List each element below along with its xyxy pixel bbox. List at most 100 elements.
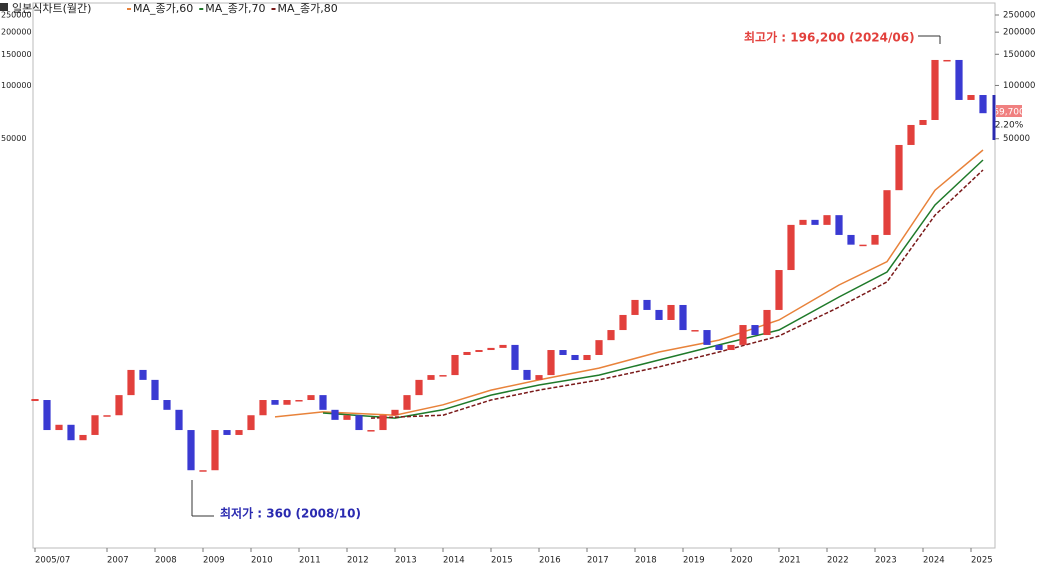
candle <box>379 415 387 431</box>
x-tick-label: 2005/07 <box>35 556 70 566</box>
y-tick-label: 200000 <box>1003 28 1035 38</box>
candle <box>691 330 699 332</box>
candle <box>259 400 267 416</box>
x-tick-label: 2008 <box>155 556 177 566</box>
candle <box>715 344 723 351</box>
y-tick-label-left: 250000 <box>1 11 32 20</box>
x-tick-label: 2010 <box>251 556 273 566</box>
candle <box>355 415 363 431</box>
candle <box>787 224 795 271</box>
y-tick-label-left: 100000 <box>1 81 32 90</box>
candle <box>979 95 987 114</box>
last-price-box <box>996 105 1022 117</box>
candle <box>247 415 255 431</box>
candle <box>907 124 915 145</box>
candle <box>451 354 459 376</box>
candle <box>703 330 711 345</box>
x-tick-label: 2015 <box>491 556 513 566</box>
y-tick-label-left: 50000 <box>1 134 26 143</box>
x-tick-label: 2018 <box>635 556 657 566</box>
candle <box>943 59 951 62</box>
candle <box>235 430 243 435</box>
candle <box>955 59 963 100</box>
candle <box>775 270 783 310</box>
candle <box>343 415 351 420</box>
candle <box>859 244 867 247</box>
y-tick-label: 100000 <box>1003 81 1035 91</box>
candle <box>67 424 75 441</box>
legend-label: MA_종가,70 <box>205 2 265 15</box>
candle <box>583 354 591 361</box>
candle <box>463 351 471 355</box>
candle <box>79 434 87 441</box>
candle <box>91 415 99 435</box>
candle <box>667 304 675 320</box>
candle <box>187 430 195 471</box>
ma-line <box>370 169 984 419</box>
candle <box>823 215 831 225</box>
candle <box>199 470 207 472</box>
candle <box>211 430 219 471</box>
candle <box>115 395 123 416</box>
candle <box>295 400 303 402</box>
candle <box>523 369 531 380</box>
candle <box>55 424 63 431</box>
x-tick-label: 2021 <box>779 556 801 566</box>
chart-title: 일본식차트(월간) <box>12 1 91 15</box>
x-tick-label: 2011 <box>299 556 321 566</box>
candle <box>895 144 903 191</box>
candle <box>139 369 147 380</box>
legend-swatch <box>271 8 276 10</box>
candle <box>835 215 843 235</box>
candle <box>655 309 663 320</box>
annotation: 최저가 : 360 (2008/10) <box>220 506 361 521</box>
candle <box>871 234 879 245</box>
candle <box>319 395 327 410</box>
change-label: 2.20% <box>995 121 1024 131</box>
y-tick-label-left: 150000 <box>1 50 32 59</box>
candle <box>919 119 927 125</box>
corner-icon <box>0 3 8 11</box>
candle <box>679 304 687 331</box>
x-tick-label: 2020 <box>731 556 753 566</box>
candle <box>271 400 279 405</box>
candle <box>619 314 627 331</box>
candle <box>283 400 291 405</box>
ma-line <box>322 159 984 419</box>
candle <box>331 409 339 420</box>
x-tick-label: 2019 <box>683 556 705 566</box>
x-tick-label: 2016 <box>539 556 561 566</box>
x-tick-label: 2012 <box>347 556 369 566</box>
candle <box>403 395 411 410</box>
y-tick-label: 50000 <box>1003 134 1030 144</box>
y-tick-label: 150000 <box>1003 50 1035 60</box>
candle <box>799 219 807 225</box>
candle <box>727 344 735 351</box>
ma-line <box>274 149 984 418</box>
y-tick-label: 250000 <box>1003 11 1035 21</box>
legend-swatch <box>199 8 204 10</box>
candle <box>739 325 747 345</box>
y-tick-label-left: 200000 <box>1 28 32 37</box>
candle <box>547 350 555 376</box>
candle <box>415 379 423 396</box>
annotation: 최고가 : 196,200 (2024/06) <box>744 30 915 45</box>
candle <box>559 350 567 355</box>
candle <box>223 430 231 435</box>
x-tick-label: 2017 <box>587 556 609 566</box>
candle <box>175 409 183 431</box>
candle <box>499 344 507 348</box>
x-tick-label: 2023 <box>875 556 897 566</box>
candle <box>391 409 399 416</box>
candle <box>763 309 771 336</box>
candle <box>535 375 543 380</box>
candle <box>607 330 615 341</box>
x-tick-label: 2014 <box>443 556 465 566</box>
x-tick-label: 2007 <box>107 556 129 566</box>
candle <box>847 234 855 245</box>
candle <box>967 95 975 100</box>
candle <box>931 59 939 120</box>
candle <box>643 299 651 310</box>
candle <box>631 299 639 315</box>
candle <box>751 325 759 336</box>
